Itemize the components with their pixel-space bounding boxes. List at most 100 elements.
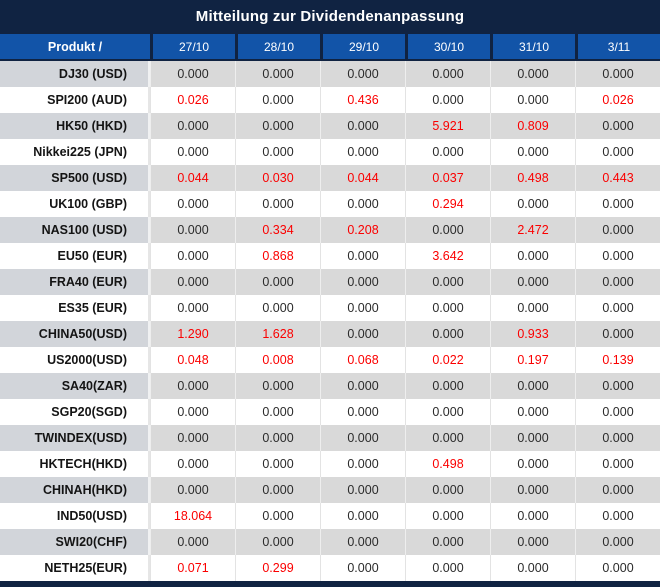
value-cell: 0.026: [575, 87, 660, 113]
value-cell: 0.000: [575, 503, 660, 529]
value-cell: 0.037: [405, 165, 490, 191]
table-row: SWI20(CHF) 0.000 0.000 0.000 0.000 0.000…: [0, 529, 660, 555]
value-cell: 0.000: [490, 373, 575, 399]
value-cell: 0.000: [490, 87, 575, 113]
value-cell: 0.498: [405, 451, 490, 477]
value-cell: 0.809: [490, 113, 575, 139]
value-cell: 0.000: [405, 399, 490, 425]
value-cell: 0.000: [150, 139, 235, 165]
table-row: SP500 (USD) 0.044 0.030 0.044 0.037 0.49…: [0, 165, 660, 191]
table-row: SPI200 (AUD) 0.026 0.000 0.436 0.000 0.0…: [0, 87, 660, 113]
value-cell: 0.000: [150, 217, 235, 243]
value-cell: 0.000: [575, 529, 660, 555]
value-cell: 0.000: [490, 477, 575, 503]
value-cell: 0.299: [235, 555, 320, 581]
value-cell: 0.000: [235, 269, 320, 295]
product-label: CHINAH(HKD): [0, 477, 150, 503]
value-cell: 0.000: [405, 425, 490, 451]
value-cell: 0.000: [575, 243, 660, 269]
value-cell: 0.000: [235, 529, 320, 555]
product-label: TWINDEX(USD): [0, 425, 150, 451]
value-cell: 0.000: [405, 61, 490, 87]
value-cell: 0.000: [150, 269, 235, 295]
value-cell: 0.000: [320, 503, 405, 529]
value-cell: 0.000: [235, 399, 320, 425]
table-row: Nikkei225 (JPN) 0.000 0.000 0.000 0.000 …: [0, 139, 660, 165]
value-cell: 0.000: [320, 399, 405, 425]
value-cell: 0.000: [235, 503, 320, 529]
value-cell: 0.498: [490, 165, 575, 191]
value-cell: 0.139: [575, 347, 660, 373]
value-cell: 0.868: [235, 243, 320, 269]
value-cell: 0.000: [490, 61, 575, 87]
value-cell: 1.628: [235, 321, 320, 347]
value-cell: 0.000: [320, 425, 405, 451]
value-cell: 0.000: [320, 451, 405, 477]
value-cell: 0.000: [320, 555, 405, 581]
value-cell: 0.000: [575, 61, 660, 87]
product-label: Nikkei225 (JPN): [0, 139, 150, 165]
value-cell: 0.000: [575, 555, 660, 581]
value-cell: 0.000: [575, 451, 660, 477]
value-cell: 0.000: [575, 139, 660, 165]
value-cell: 0.000: [320, 373, 405, 399]
value-cell: 0.000: [320, 529, 405, 555]
table-row: HKTECH(HKD) 0.000 0.000 0.000 0.498 0.00…: [0, 451, 660, 477]
column-header-date-3: 29/10: [320, 34, 405, 59]
table-row: NETH25(EUR) 0.071 0.299 0.000 0.000 0.00…: [0, 555, 660, 581]
value-cell: 0.000: [150, 373, 235, 399]
value-cell: 0.000: [320, 243, 405, 269]
value-cell: 0.000: [405, 503, 490, 529]
value-cell: 0.000: [405, 217, 490, 243]
value-cell: 0.000: [575, 373, 660, 399]
table-row: CHINA50(USD) 1.290 1.628 0.000 0.000 0.9…: [0, 321, 660, 347]
value-cell: 0.000: [575, 477, 660, 503]
column-header-date-1: 27/10: [150, 34, 235, 59]
value-cell: 0.022: [405, 347, 490, 373]
value-cell: 0.000: [490, 243, 575, 269]
value-cell: 0.000: [575, 425, 660, 451]
product-label: SA40(ZAR): [0, 373, 150, 399]
value-cell: 0.000: [490, 399, 575, 425]
product-label: HK50 (HKD): [0, 113, 150, 139]
column-header-date-4: 30/10: [405, 34, 490, 59]
value-cell: 0.000: [490, 269, 575, 295]
value-cell: 0.068: [320, 347, 405, 373]
value-cell: 0.000: [235, 425, 320, 451]
value-cell: 0.000: [490, 191, 575, 217]
value-cell: 0.000: [150, 61, 235, 87]
value-cell: 0.000: [320, 269, 405, 295]
value-cell: 0.000: [405, 139, 490, 165]
column-header-product: Produkt /: [47, 39, 103, 54]
product-label: SWI20(CHF): [0, 529, 150, 555]
value-cell: 0.443: [575, 165, 660, 191]
table-title: Mitteilung zur Dividendenanpassung: [0, 0, 660, 32]
value-cell: 0.000: [405, 87, 490, 113]
value-cell: 0.000: [575, 269, 660, 295]
value-cell: 0.000: [405, 555, 490, 581]
value-cell: 0.294: [405, 191, 490, 217]
value-cell: 0.000: [150, 425, 235, 451]
value-cell: 0.044: [320, 165, 405, 191]
value-cell: 0.208: [320, 217, 405, 243]
value-cell: 0.030: [235, 165, 320, 191]
value-cell: 0.000: [320, 295, 405, 321]
value-cell: 0.000: [575, 191, 660, 217]
value-cell: 0.436: [320, 87, 405, 113]
value-cell: 0.000: [405, 529, 490, 555]
value-cell: 0.000: [235, 113, 320, 139]
product-label: EU50 (EUR): [0, 243, 150, 269]
value-cell: 0.000: [235, 451, 320, 477]
product-label: SGP20(SGD): [0, 399, 150, 425]
product-label: UK100 (GBP): [0, 191, 150, 217]
column-header-date-5: 31/10: [490, 34, 575, 59]
value-cell: 0.008: [235, 347, 320, 373]
table-row: TWINDEX(USD) 0.000 0.000 0.000 0.000 0.0…: [0, 425, 660, 451]
value-cell: 0.044: [150, 165, 235, 191]
value-cell: 0.000: [150, 477, 235, 503]
value-cell: 0.000: [490, 529, 575, 555]
value-cell: 0.000: [490, 503, 575, 529]
table-row: CHINAH(HKD) 0.000 0.000 0.000 0.000 0.00…: [0, 477, 660, 503]
value-cell: 0.000: [320, 321, 405, 347]
value-cell: 18.064: [150, 503, 235, 529]
